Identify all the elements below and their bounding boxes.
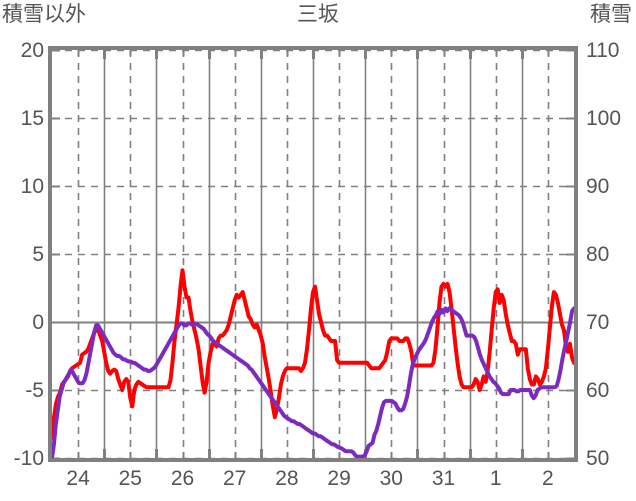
plot-area xyxy=(48,46,578,462)
x-axis-tick: 29 xyxy=(327,467,351,490)
y-axis-right-tick: 70 xyxy=(586,311,610,334)
x-axis-tick: 30 xyxy=(379,467,403,490)
y-axis-left-tick: 5 xyxy=(32,243,44,266)
y-axis-left-tick: -5 xyxy=(25,379,44,402)
left-axis-title: 積雪以外 xyxy=(2,3,86,26)
y-axis-left-tick: -10 xyxy=(13,447,44,470)
y-axis-right-tick: 60 xyxy=(586,379,610,402)
y-axis-right-tick: 90 xyxy=(586,175,610,198)
right-axis-title: 積雪 xyxy=(590,3,632,26)
x-axis-tick: 28 xyxy=(275,467,299,490)
x-axis-tick: 24 xyxy=(66,467,90,490)
x-axis-tick: 26 xyxy=(170,467,195,490)
y-axis-right-tick: 50 xyxy=(586,447,610,470)
x-axis-tick: 25 xyxy=(118,467,142,490)
y-axis-left-tick: 15 xyxy=(20,107,44,130)
y-axis-left-tick: 10 xyxy=(20,175,44,198)
x-axis-tick: 31 xyxy=(431,467,456,490)
y-axis-left-tick: 0 xyxy=(32,311,44,334)
y-axis-right-tick: 80 xyxy=(586,243,610,266)
x-axis-tick: 1 xyxy=(489,467,502,490)
x-axis-tick: 2 xyxy=(542,467,554,490)
series-line-snow-depth xyxy=(52,306,574,458)
y-axis-right-tick: 110 xyxy=(586,39,620,62)
chart-title: 三坂 xyxy=(297,3,339,26)
x-axis-tick: 27 xyxy=(223,467,247,490)
y-axis-right-tick: 100 xyxy=(586,107,622,130)
y-axis-left-tick: 20 xyxy=(20,39,44,62)
plot-inner xyxy=(52,50,574,458)
